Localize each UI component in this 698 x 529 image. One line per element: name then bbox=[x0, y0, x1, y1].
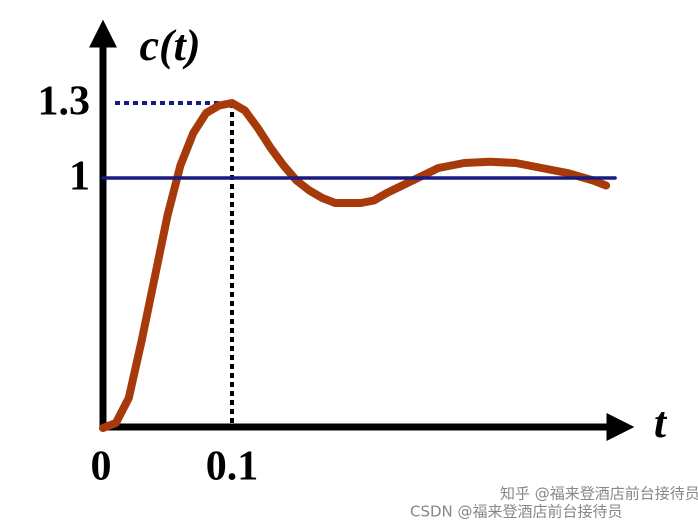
y-axis-label: c(t) bbox=[139, 21, 200, 70]
x-tick-label: 0 bbox=[91, 444, 112, 490]
y-tick-label: 1 bbox=[69, 154, 90, 200]
watermark: 知乎 @福来登酒店前台接待员 bbox=[500, 485, 698, 503]
x-tick-label: 0.1 bbox=[206, 444, 259, 490]
watermark: CSDN @福来登酒店前台接待员 bbox=[410, 503, 623, 521]
y-tick-label: 1.3 bbox=[38, 79, 91, 125]
series-line bbox=[99, 99, 611, 432]
x-axis-label: t bbox=[654, 398, 668, 447]
